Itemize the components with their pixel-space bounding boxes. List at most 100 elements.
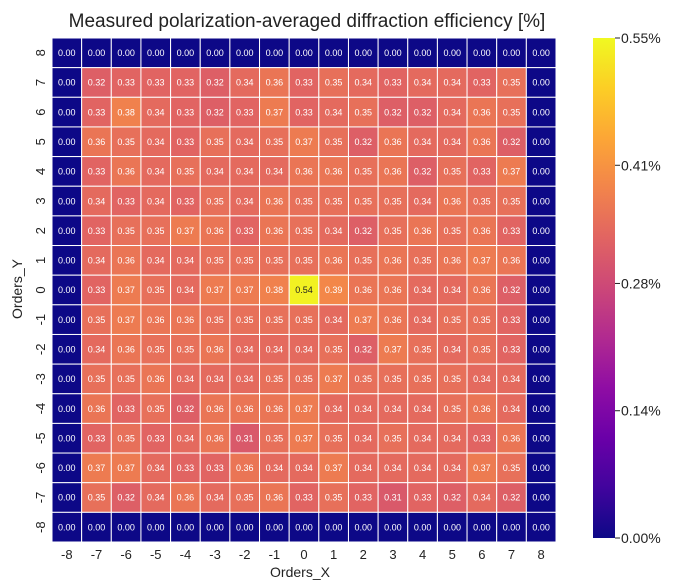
heatmap-cell	[110, 185, 142, 217]
heatmap-cell	[259, 422, 290, 454]
cell-value-label: 0.34	[88, 196, 106, 206]
cell-value-label: 0.35	[355, 196, 373, 206]
cell-value-label: 0.35	[88, 374, 106, 384]
x-axis-label: Orders_X	[270, 564, 331, 580]
cell-value-label: 0.35	[295, 374, 313, 384]
x-tick-label: -4	[180, 547, 192, 562]
cell-value-label: 0.34	[236, 137, 254, 147]
heatmap-cell	[140, 422, 172, 454]
heatmap-cell	[347, 185, 379, 217]
cell-value-label: 0.34	[443, 344, 461, 354]
x-tick-label: 8	[538, 547, 545, 562]
cell-value-label: 0.35	[266, 433, 284, 443]
x-tick-label: -5	[150, 547, 162, 562]
cell-value-label: 0.00	[58, 48, 76, 58]
heatmap-cell	[466, 96, 498, 128]
cell-value-label: 0.34	[503, 404, 521, 414]
cell-value-label: 0.34	[236, 374, 254, 384]
cell-value-label: 0.35	[443, 167, 461, 177]
cell-value-label: 0.33	[147, 78, 165, 88]
heatmap-cell	[229, 363, 261, 395]
heatmap-cell	[436, 96, 468, 128]
heatmap-cell	[347, 452, 379, 484]
cell-value-label: 0.00	[58, 433, 76, 443]
x-tick-label: 7	[508, 547, 515, 562]
colorbar-ticks: 0.00% 0.14% 0.28% 0.41% 0.55%	[615, 30, 661, 546]
cell-value-label: 0.00	[58, 167, 76, 177]
cell-value-label: 0.36	[473, 285, 491, 295]
cell-value-label: 0.36	[384, 167, 402, 177]
heatmap-cell	[436, 215, 468, 247]
cell-value-label: 0.37	[295, 433, 313, 443]
cell-value-label: 0.35	[443, 226, 461, 236]
cell-value-label: 0.00	[532, 404, 550, 414]
cell-value-label: 0.34	[414, 433, 432, 443]
cell-value-label: 0.00	[532, 463, 550, 473]
heatmap-cell	[199, 422, 231, 454]
cell-value-label: 0.00	[58, 107, 76, 117]
heatmap-cell	[81, 363, 112, 395]
cell-value-label: 0.36	[206, 433, 224, 443]
y-tick-label: 0	[33, 286, 48, 293]
cell-value-label: 0.35	[117, 137, 135, 147]
y-tick-label: 4	[33, 168, 48, 175]
x-tick-label: -1	[269, 547, 281, 562]
heatmap-cell	[259, 452, 290, 484]
cell-value-label: 0.33	[236, 107, 254, 117]
heatmap-cell	[199, 156, 231, 187]
heatmap-cell	[525, 511, 557, 543]
cell-value-label: 0.33	[414, 493, 432, 503]
cell-value-label: 0.35	[503, 463, 521, 473]
cell-value-label: 0.00	[532, 226, 550, 236]
heatmap-cell	[525, 37, 557, 69]
cell-value-label: 0.34	[295, 463, 313, 473]
heatmap-cell	[259, 215, 290, 247]
heatmap-cell	[81, 215, 112, 247]
cell-value-label: 0.36	[117, 167, 135, 177]
cell-value-label: 0.36	[117, 256, 135, 266]
cell-value-label: 0.33	[295, 78, 313, 88]
heatmap-cell	[466, 393, 498, 424]
cell-value-label: 0.54	[295, 285, 313, 295]
cell-value-label: 0.34	[355, 433, 373, 443]
y-tick-label: -7	[33, 492, 48, 504]
cell-value-label: 0.35	[206, 256, 224, 266]
cell-value-label: 0.35	[295, 315, 313, 325]
cell-value-label: 0.34	[325, 107, 343, 117]
heatmap-cell	[347, 422, 379, 454]
heatmap-cell	[525, 363, 557, 395]
cell-value-label: 0.00	[177, 48, 195, 58]
heatmap-cell	[525, 482, 557, 513]
cell-value-label: 0.32	[206, 107, 224, 117]
cell-value-label: 0.00	[532, 256, 550, 266]
cell-value-label: 0.34	[384, 404, 402, 414]
cell-value-label: 0.36	[177, 493, 195, 503]
cell-value-label: 0.35	[236, 256, 254, 266]
cell-value-label: 0.35	[384, 433, 402, 443]
heatmap-cell	[436, 422, 468, 454]
cell-value-label: 0.33	[117, 196, 135, 206]
cell-value-label: 0.34	[236, 167, 254, 177]
heatmap-cell	[318, 185, 349, 217]
heatmap-cell	[377, 363, 409, 395]
x-tick-label: 5	[449, 547, 456, 562]
x-tick-label: -3	[209, 547, 221, 562]
cell-value-label: 0.33	[503, 226, 521, 236]
heatmap-cell	[170, 482, 201, 513]
cell-value-label: 0.34	[295, 344, 313, 354]
y-tick-label: 1	[33, 257, 48, 264]
cell-value-label: 0.00	[58, 226, 76, 236]
cell-value-label: 0.35	[236, 315, 254, 325]
colorbar	[593, 38, 615, 538]
cell-value-label: 0.00	[532, 285, 550, 295]
heatmap-cell	[170, 67, 201, 98]
cell-value-label: 0.00	[58, 522, 76, 532]
heatmap-cell	[347, 482, 379, 513]
cell-value-label: 0.36	[266, 404, 284, 414]
cell-value-label: 0.36	[325, 256, 343, 266]
cell-value-label: 0.35	[325, 78, 343, 88]
y-tick-label: -5	[33, 432, 48, 444]
heatmap-cell	[436, 67, 468, 98]
cell-value-label: 0.36	[295, 167, 313, 177]
cell-value-label: 0.34	[325, 404, 343, 414]
